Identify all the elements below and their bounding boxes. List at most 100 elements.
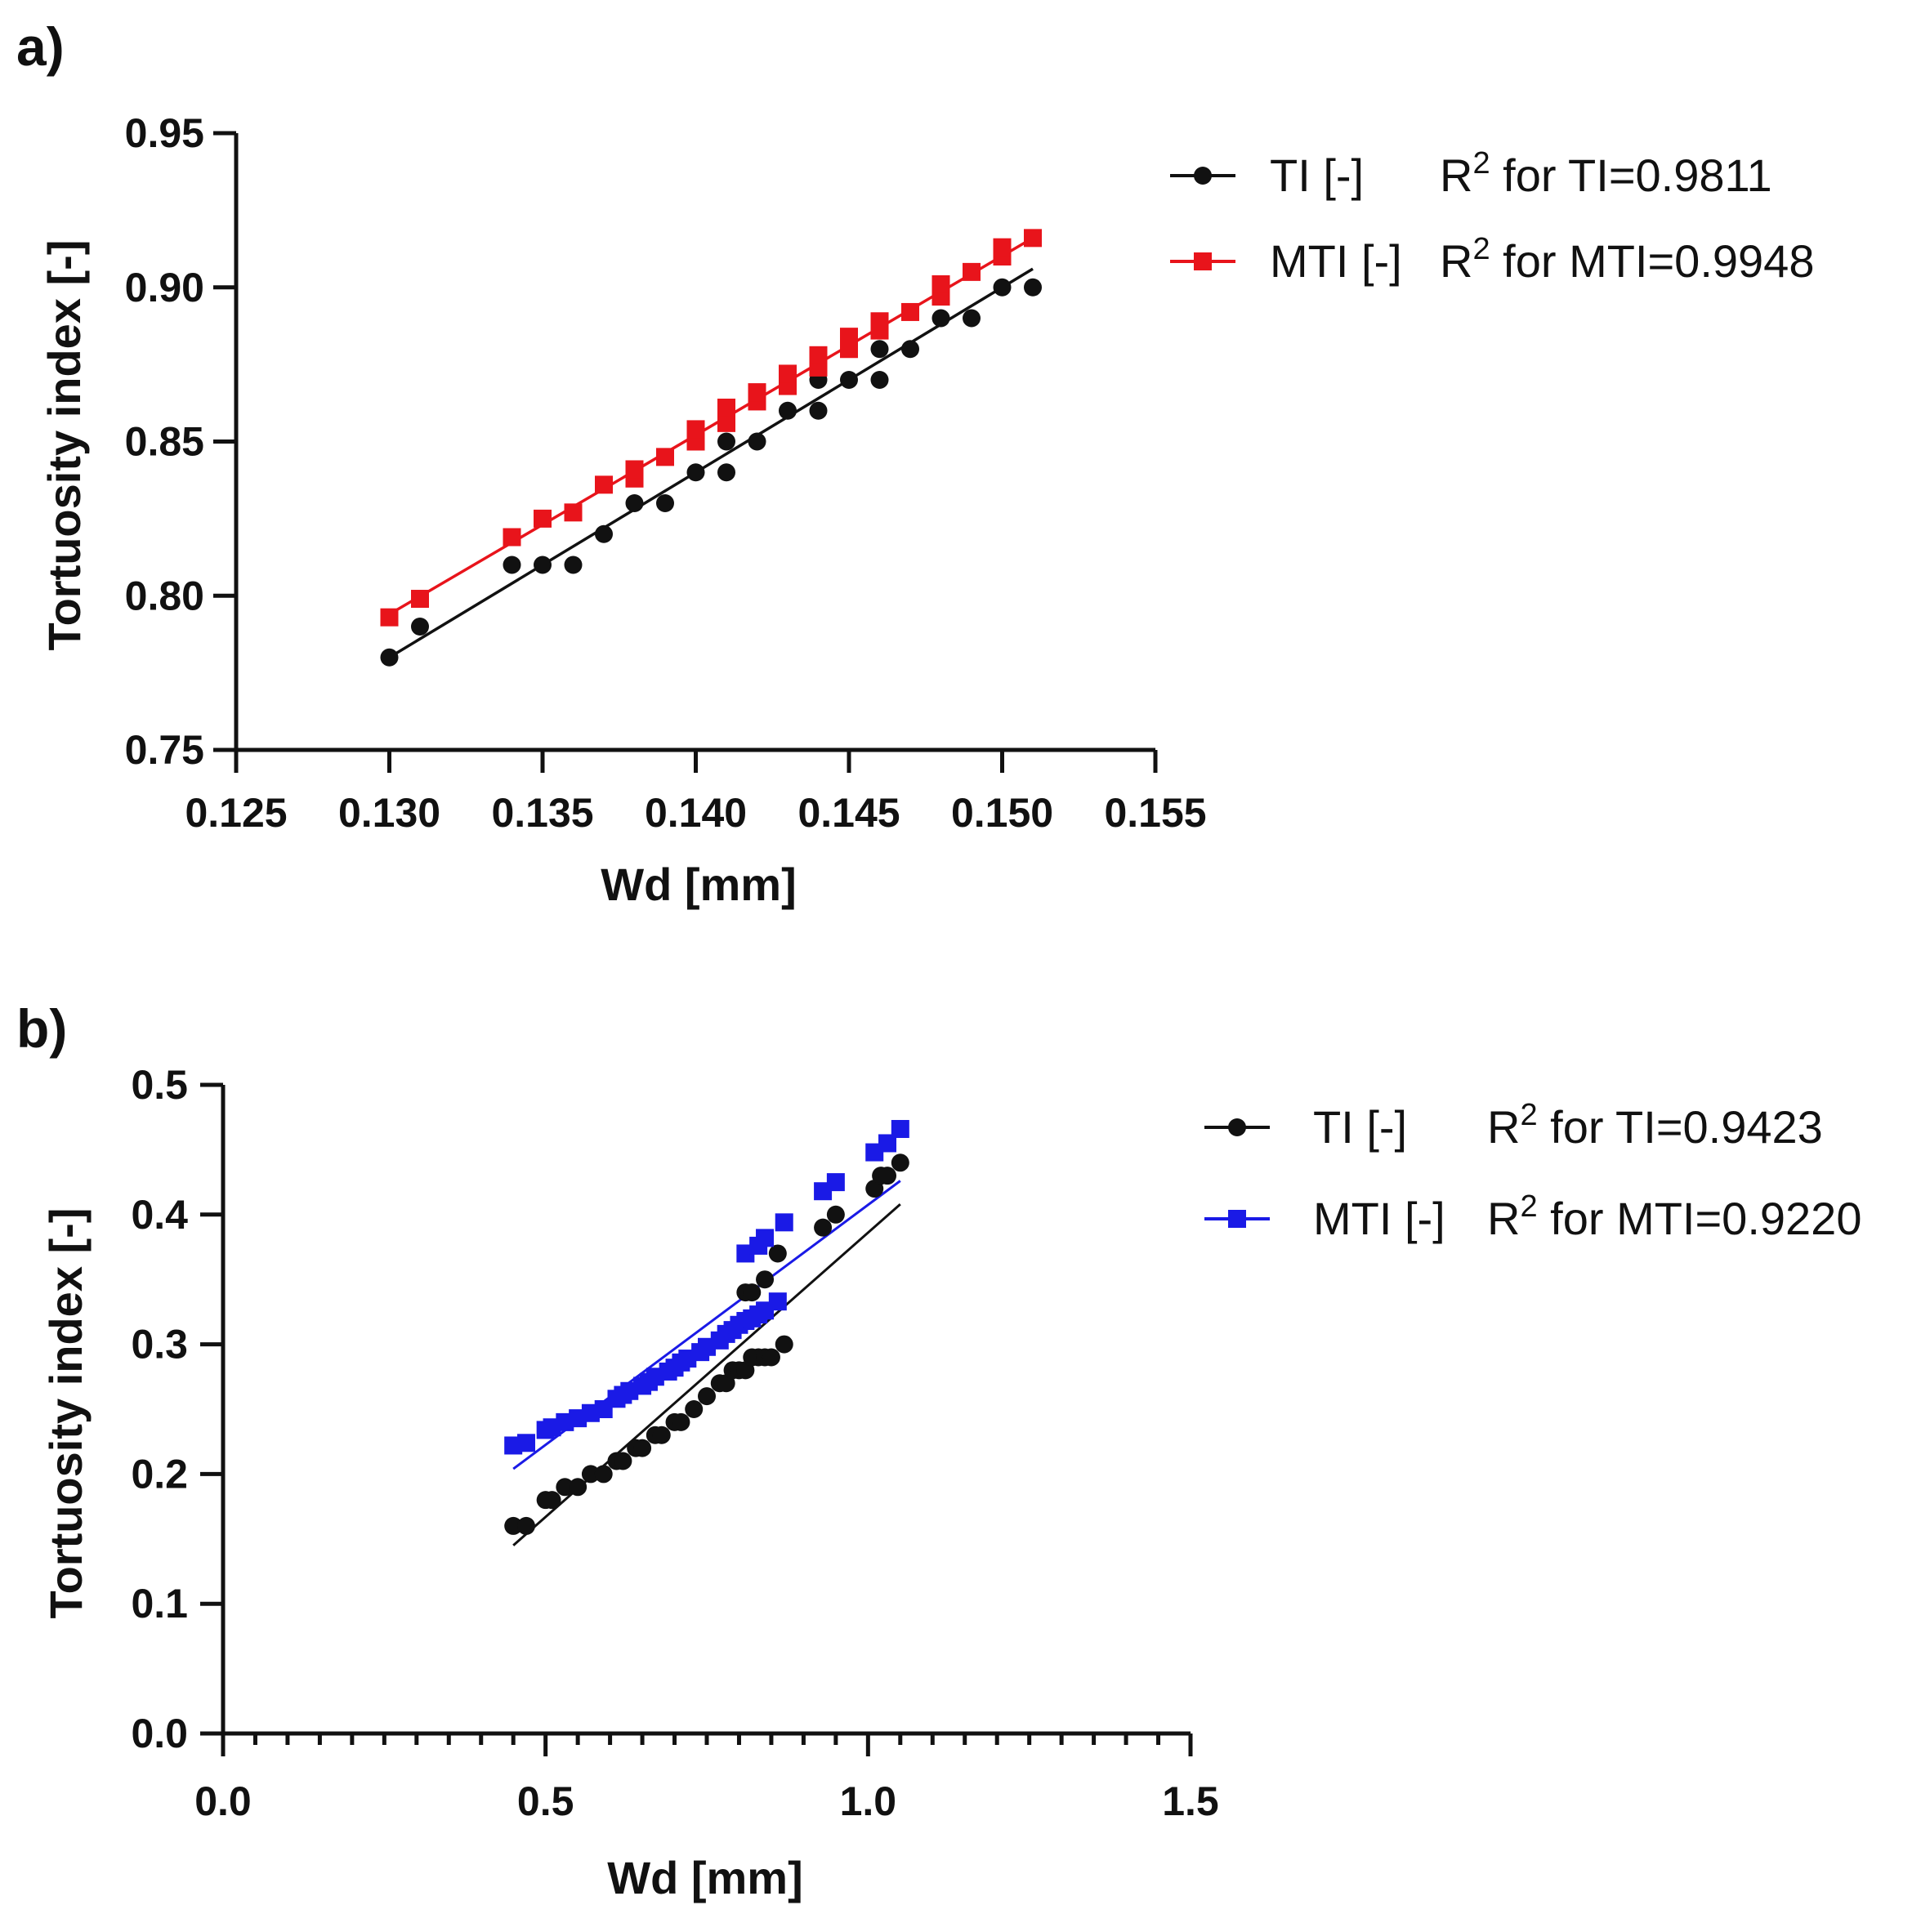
panel-b-ti-point bbox=[878, 1167, 897, 1185]
panel-a-x-tick-label: 0.135 bbox=[491, 790, 593, 836]
panel-a-ti-point bbox=[625, 494, 644, 512]
panel-a-ti-point bbox=[779, 401, 797, 420]
panel-a-mti-point bbox=[779, 364, 797, 383]
panel-b-y-tick-label: 0.1 bbox=[131, 1581, 188, 1626]
panel-b-ti-point bbox=[743, 1283, 762, 1302]
legend-b-mti-r2: R2 for MTI=0.9220 bbox=[1487, 1189, 1861, 1244]
panel-b-y-axis-title: Tortuosity index [-] bbox=[40, 1208, 92, 1619]
panel-b-ti-point bbox=[556, 1478, 574, 1497]
panel-a-x-axis-title: Wd [mm] bbox=[601, 859, 797, 910]
panel-a-mti-point bbox=[411, 590, 429, 609]
panel-b-mti-point bbox=[756, 1229, 775, 1247]
panel-b-ti-point bbox=[516, 1516, 535, 1535]
panel-b-mti-point bbox=[891, 1119, 909, 1138]
panel-a-mti-point bbox=[717, 413, 735, 432]
panel-a-mti-point bbox=[840, 328, 858, 346]
panel-a-ti-point bbox=[411, 618, 429, 636]
panel-b-ti-point bbox=[672, 1412, 690, 1431]
panel-b: b) 0.0 0.5 1.0 1.5 0.0 0.1 0.2 0.3 0.4 0.5 Wd [mm… bbox=[16, 998, 1861, 1903]
panel-b-ti-point bbox=[543, 1491, 561, 1510]
panel-a-data-points bbox=[380, 229, 1042, 667]
panel-a-mti-point bbox=[503, 528, 521, 547]
panel-a-mti-point bbox=[870, 312, 889, 331]
panel-a-ti-point bbox=[564, 556, 583, 574]
panel-a-label: a) bbox=[16, 16, 65, 77]
panel-b-ti-point bbox=[891, 1153, 909, 1172]
panel-b-x-tick-label: 0.0 bbox=[194, 1778, 252, 1824]
panel-a-ti-point bbox=[901, 340, 919, 359]
panel-a-x-tick-label: 0.145 bbox=[797, 790, 900, 836]
panel-a-mti-point bbox=[656, 448, 674, 466]
legend-a-ti-marker bbox=[1194, 167, 1212, 185]
panel-b-ti-point bbox=[756, 1270, 775, 1289]
panel-a-ti-point bbox=[931, 309, 950, 328]
panel-a-mti-point bbox=[809, 346, 828, 364]
panel-b-ti-point bbox=[814, 1218, 833, 1237]
legend-b-item-mti: MTI [-] R2 for MTI=0.9220 bbox=[1204, 1189, 1861, 1244]
panel-a-ti-point bbox=[503, 556, 521, 574]
panel-b-ti-point bbox=[652, 1426, 671, 1444]
panel-b-label: b) bbox=[16, 998, 67, 1059]
panel-a-mti-point bbox=[963, 262, 981, 281]
panel-a-fit-line-mti bbox=[388, 236, 1034, 616]
panel-a-mti-point bbox=[686, 420, 705, 439]
panel-a-ti-point bbox=[809, 401, 828, 420]
legend-b-ti-label: TI [-] bbox=[1313, 1101, 1407, 1153]
panel-b-x-axis-title: Wd [mm] bbox=[607, 1852, 803, 1903]
panel-a-ti-point bbox=[870, 371, 889, 389]
panel-a-ti-point bbox=[870, 340, 889, 359]
panel-a-y-tick-label: 0.80 bbox=[125, 573, 204, 618]
panel-b-fit-line-ti bbox=[512, 1202, 901, 1546]
legend-a-ti-label: TI [-] bbox=[1270, 149, 1364, 201]
legend-a-item-ti: TI [-] R2 for TI=0.9811 bbox=[1170, 146, 1772, 201]
panel-b-mti-point bbox=[826, 1173, 845, 1192]
panel-b-mti-point bbox=[775, 1213, 793, 1232]
panel-b-mti-point bbox=[878, 1134, 897, 1153]
panel-a-x-tick-label: 0.140 bbox=[645, 790, 747, 836]
panel-b-legend: TI [-] R2 for TI=0.9423 MTI [-] R2 for M… bbox=[1204, 1098, 1861, 1244]
panel-a-axes: 0.125 0.130 0.135 0.140 0.145 0.150 0.155 0.75 0… bbox=[125, 110, 1207, 836]
panel-a-mti-point bbox=[931, 274, 950, 293]
panel-a-ti-point bbox=[993, 278, 1012, 297]
panel-a-x-tick-label: 0.155 bbox=[1104, 790, 1206, 836]
panel-b-y-tick-label: 0.3 bbox=[131, 1322, 188, 1368]
panel-a-y-tick-label: 0.90 bbox=[125, 265, 204, 310]
panel-b-y-tick-label: 0.5 bbox=[131, 1062, 188, 1108]
panel-a-y-axis-title: Tortuosity index [-] bbox=[38, 240, 90, 651]
panel-b-x-tick-label: 0.5 bbox=[517, 1778, 574, 1824]
legend-b-item-ti: TI [-] R2 for TI=0.9423 bbox=[1204, 1098, 1823, 1153]
panel-a-mti-point bbox=[901, 302, 919, 321]
panel-a-fit-lines bbox=[388, 236, 1034, 659]
panel-b-x-tick-label: 1.5 bbox=[1162, 1778, 1219, 1824]
panel-a-y-tick-label: 0.85 bbox=[125, 419, 204, 465]
panel-b-x-tick-label: 1.0 bbox=[840, 1778, 897, 1824]
panel-a-ti-point bbox=[656, 494, 674, 512]
panel-b-ti-point bbox=[685, 1400, 704, 1418]
panel-b-ti-point bbox=[614, 1452, 632, 1470]
legend-a-ti-r2: R2 for TI=0.9811 bbox=[1440, 146, 1772, 201]
panel-b-ti-point bbox=[768, 1244, 787, 1263]
panel-a-ti-point bbox=[717, 432, 735, 451]
panel-a-ti-point bbox=[840, 371, 858, 389]
panel-a-ti-point bbox=[595, 524, 613, 543]
legend-b-ti-marker bbox=[1228, 1118, 1246, 1136]
panel-a-x-tick-label: 0.130 bbox=[338, 790, 440, 836]
panel-b-y-tick-label: 0.2 bbox=[131, 1451, 188, 1497]
panel-b-y-tick-label: 0.0 bbox=[131, 1711, 188, 1756]
panel-a-ti-point bbox=[1024, 278, 1042, 297]
panel-b-data-points bbox=[504, 1119, 909, 1535]
panel-a-x-tick-label: 0.150 bbox=[951, 790, 1053, 836]
legend-b-mti-label: MTI [-] bbox=[1313, 1193, 1445, 1244]
panel-a-x-tick-label: 0.125 bbox=[185, 790, 287, 836]
panel-a-mti-point bbox=[1024, 229, 1042, 248]
panel-a-fit-line-ti bbox=[388, 267, 1034, 659]
panel-b-mti-point bbox=[516, 1434, 535, 1452]
panel-a-ti-point bbox=[717, 463, 735, 482]
panel-a-y-tick-label: 0.75 bbox=[125, 727, 204, 773]
panel-a-mti-point bbox=[993, 238, 1012, 257]
panel-a-mti-point bbox=[595, 475, 613, 494]
panel-b-mti-point bbox=[768, 1292, 787, 1311]
panel-b-axes: 0.0 0.5 1.0 1.5 0.0 0.1 0.2 0.3 0.4 0.5 bbox=[131, 1062, 1218, 1824]
panel-a-ti-point bbox=[748, 432, 766, 451]
